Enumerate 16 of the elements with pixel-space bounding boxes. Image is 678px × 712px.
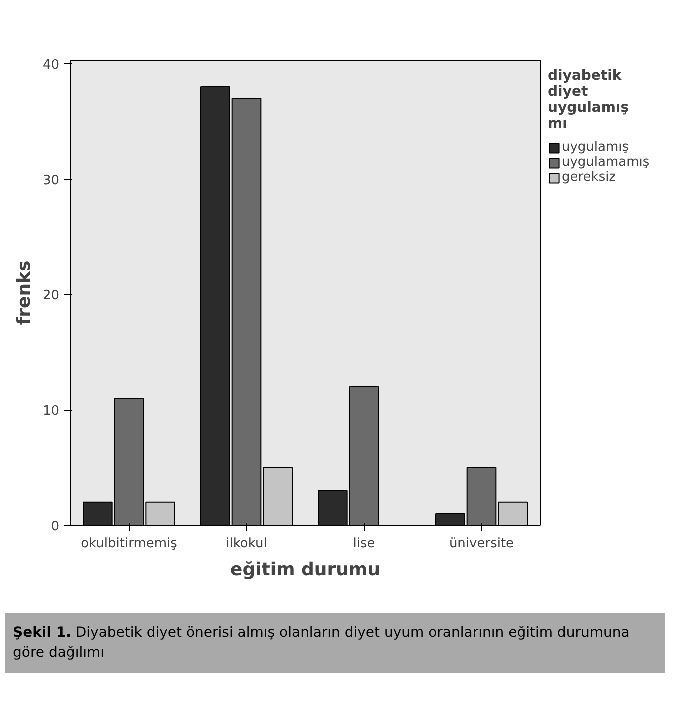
y-tick-label: 40 <box>42 58 60 73</box>
y-tick-label: 10 <box>42 404 60 420</box>
x-tick-label: okulbitirmemiş <box>81 536 178 552</box>
x-axis-title: eğitim durumu <box>230 560 381 580</box>
legend-label: uygulamamış <box>562 155 650 170</box>
text: Şekil 1. Diyabetik diyet önerisi almış olanların diyet uyum oranlarının eğitim durumuna göre dağılımı <box>13 624 631 663</box>
legend-label: uygulamış <box>562 140 630 155</box>
x-tick-label: lise <box>353 536 376 552</box>
y-tick-label: 20 <box>42 288 60 304</box>
y-axis-title: frenks <box>14 260 35 326</box>
x-tick-label: üniversite <box>449 536 514 552</box>
legend-label: gereksiz <box>562 170 616 185</box>
legend-title: diyabetik diyet uygulamış mı <box>548 68 630 132</box>
y-tick-label: 0 <box>51 520 60 534</box>
y-tick-label: 30 <box>42 173 60 188</box>
x-tick-label: ilkokul <box>226 536 268 552</box>
